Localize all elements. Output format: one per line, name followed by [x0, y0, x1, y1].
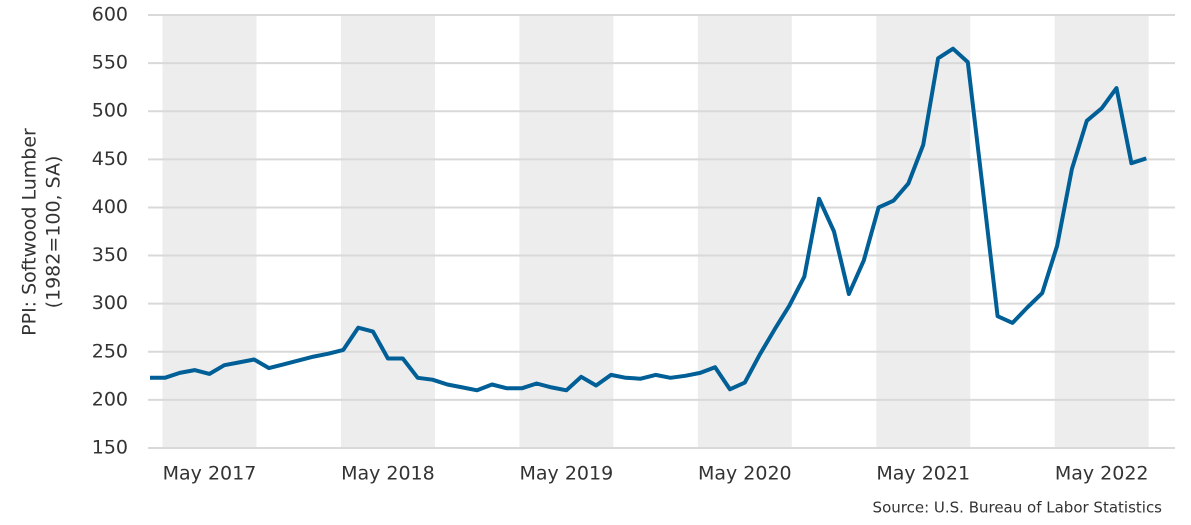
- x-tick-label: May 2018: [341, 463, 435, 485]
- year-band: [697, 15, 792, 448]
- year-band: [876, 15, 971, 448]
- y-tick-label: 550: [92, 52, 128, 74]
- x-tick-label: May 2022: [1055, 463, 1149, 485]
- y-tick-label: 450: [92, 148, 128, 170]
- y-axis-label: (1982=100, SA): [43, 156, 65, 309]
- x-tick-label: May 2020: [698, 463, 792, 485]
- y-tick-label: 500: [92, 100, 128, 122]
- year-band: [519, 15, 614, 448]
- data-line: [150, 46, 1147, 393]
- y-tick-label: 350: [92, 244, 128, 266]
- y-tick-label: 250: [92, 340, 128, 362]
- x-tick-label: May 2021: [876, 463, 970, 485]
- x-tick-label: May 2017: [163, 463, 257, 485]
- year-band: [1054, 15, 1149, 448]
- bands: [162, 15, 1149, 448]
- y-tick-label: 600: [92, 4, 128, 26]
- y-tick-label: 200: [92, 388, 128, 410]
- year-band: [162, 15, 257, 448]
- source-note: Source: U.S. Bureau of Labor Statistics: [873, 499, 1163, 517]
- y-axis-label: PPI: Softwood Lumber: [19, 128, 41, 336]
- y-tick-label: 300: [92, 292, 128, 314]
- x-tick-label: May 2019: [520, 463, 614, 485]
- y-tick-label: 150: [92, 437, 128, 459]
- y-tick-label: 400: [92, 196, 128, 218]
- year-band: [340, 15, 435, 448]
